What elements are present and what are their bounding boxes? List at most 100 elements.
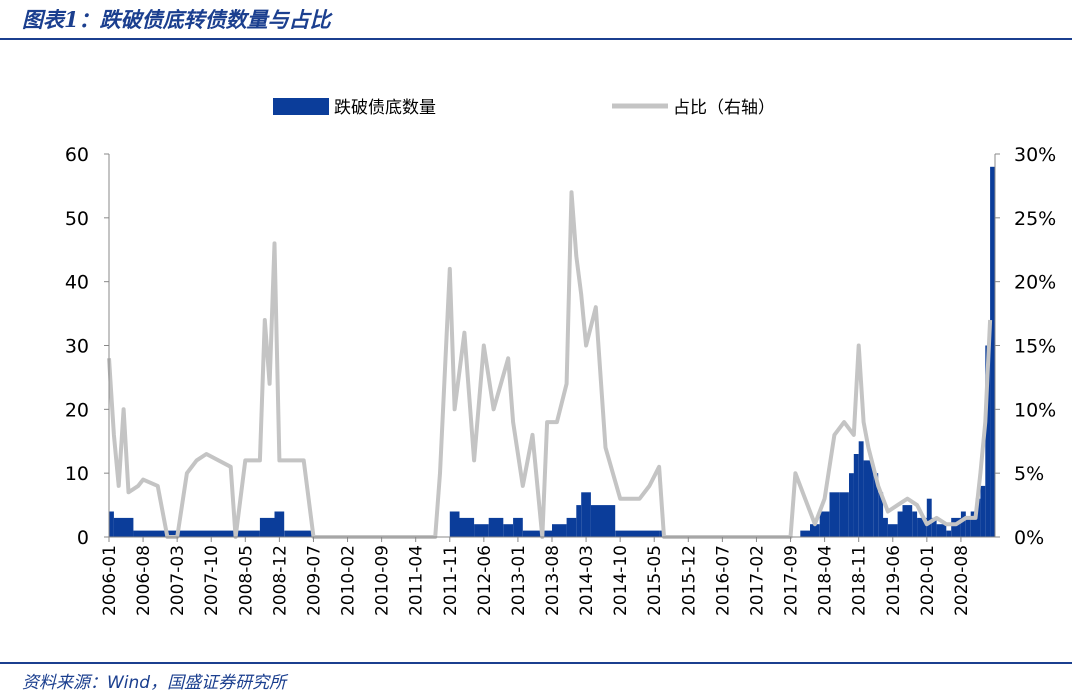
bar <box>873 473 879 537</box>
bar <box>970 511 976 537</box>
x-tick-label: 2015-12 <box>679 545 699 616</box>
legend: 跌破债底数量 占比（右轴） <box>273 98 775 118</box>
bar <box>926 498 932 537</box>
legend-bar-label: 跌破债底数量 <box>334 98 436 118</box>
bar <box>878 492 884 537</box>
x-tick-label: 2018-04 <box>816 545 836 616</box>
bar <box>259 517 275 537</box>
line-series <box>107 190 993 539</box>
bar <box>590 505 606 537</box>
bar <box>819 511 830 537</box>
y-left-tick-label: 10 <box>65 463 89 485</box>
bar <box>975 498 981 537</box>
y-right-tick-label: 30% <box>1014 144 1056 166</box>
bar <box>936 524 947 537</box>
bar <box>128 517 134 537</box>
x-tick-label: 2010-02 <box>339 545 359 616</box>
bar-series <box>109 166 995 538</box>
bar <box>503 524 513 537</box>
bar <box>849 473 854 537</box>
bar <box>853 454 859 537</box>
bar <box>449 511 460 537</box>
page-title: 图表1：跌破债底转债数量与占比 <box>22 7 331 32</box>
x-tick-label: 2008-12 <box>270 545 290 616</box>
bar <box>990 166 995 538</box>
bar <box>800 530 810 537</box>
x-tick-label: 2011-11 <box>441 545 461 616</box>
x-tick-label: 2011-04 <box>407 545 427 616</box>
x-tick-label: 2017-09 <box>782 545 802 616</box>
bar <box>133 530 260 537</box>
x-tick-label: 2010-09 <box>373 545 393 616</box>
bar <box>960 511 966 537</box>
bar <box>581 492 591 537</box>
y-left-tick-label: 20 <box>65 399 89 421</box>
x-tick-label: 2017-02 <box>748 545 768 616</box>
bar <box>839 492 849 537</box>
y-left-tick-label: 40 <box>65 272 89 294</box>
bar <box>615 530 660 537</box>
y-right-tick-label: 10% <box>1014 399 1056 421</box>
y-left-tick-label: 50 <box>65 208 89 230</box>
bar <box>474 524 489 537</box>
x-tick-label: 2007-10 <box>202 545 222 616</box>
legend-line-label: 占比（右轴） <box>673 98 775 118</box>
y-left-tick-label: 30 <box>65 336 89 358</box>
title-bar: 图表1：跌破债底转债数量与占比 <box>0 0 1072 40</box>
bar <box>488 517 504 537</box>
bar <box>965 517 971 537</box>
bar <box>917 517 927 537</box>
x-tick-label: 2015-05 <box>645 545 665 616</box>
chart: 0 10 20 30 40 50 60 0% 5% 10% 15% 20% 25% 30% 2006-01 2… <box>65 98 1056 616</box>
x-tick-label: 2014-03 <box>577 545 597 616</box>
bar <box>897 511 903 537</box>
x-tick-label: 2018-11 <box>850 545 870 616</box>
legend-bar-swatch <box>273 98 329 115</box>
bar <box>902 505 913 537</box>
bar <box>552 524 567 537</box>
y-right-tick-label: 20% <box>1014 272 1056 294</box>
bar <box>810 524 820 537</box>
bar <box>951 517 961 537</box>
source-note: 资料来源：Wind，国盛证券研究所 <box>22 673 287 693</box>
x-tick-label: 2007-03 <box>168 545 188 616</box>
bar <box>912 511 918 537</box>
y-left-tick-label: 0 <box>77 527 89 549</box>
bar <box>566 517 577 537</box>
bar <box>576 505 582 537</box>
bar <box>274 511 285 537</box>
y-right-tick-label: 0% <box>1014 527 1044 549</box>
bar <box>829 492 840 537</box>
bar <box>980 485 986 537</box>
x-tick-label: 2008-05 <box>236 545 256 616</box>
bar <box>931 517 937 537</box>
x-tick-label: 2012-06 <box>475 545 495 616</box>
y-right-tick-label: 5% <box>1014 463 1044 485</box>
x-tick-label: 2020-01 <box>918 545 938 616</box>
share-line <box>107 190 993 539</box>
bar <box>887 524 898 537</box>
bar <box>946 530 952 537</box>
bar <box>284 530 314 537</box>
x-tick-label: 2014-10 <box>611 545 631 616</box>
bar <box>513 517 523 537</box>
x-tick-label: 2019-06 <box>884 545 904 616</box>
bar <box>863 460 874 537</box>
title-divider <box>0 38 1072 40</box>
y-right-tick-label: 25% <box>1014 208 1056 230</box>
bar <box>985 345 991 537</box>
bar <box>605 505 616 537</box>
x-tick-label: 2016-07 <box>713 545 733 616</box>
footer-divider <box>0 662 1072 664</box>
bar <box>113 517 129 537</box>
x-tick-label: 2006-01 <box>100 545 120 616</box>
bar <box>459 517 475 537</box>
y-left-tick-label: 60 <box>65 144 89 166</box>
bar <box>858 441 864 538</box>
bar <box>659 530 664 537</box>
y-right-tick-label: 15% <box>1014 336 1056 358</box>
bar <box>109 511 114 537</box>
x-tick-label: 2020-08 <box>952 545 972 616</box>
x-tick-label: 2006-08 <box>134 545 154 616</box>
x-tick-label: 2009-07 <box>305 545 325 616</box>
